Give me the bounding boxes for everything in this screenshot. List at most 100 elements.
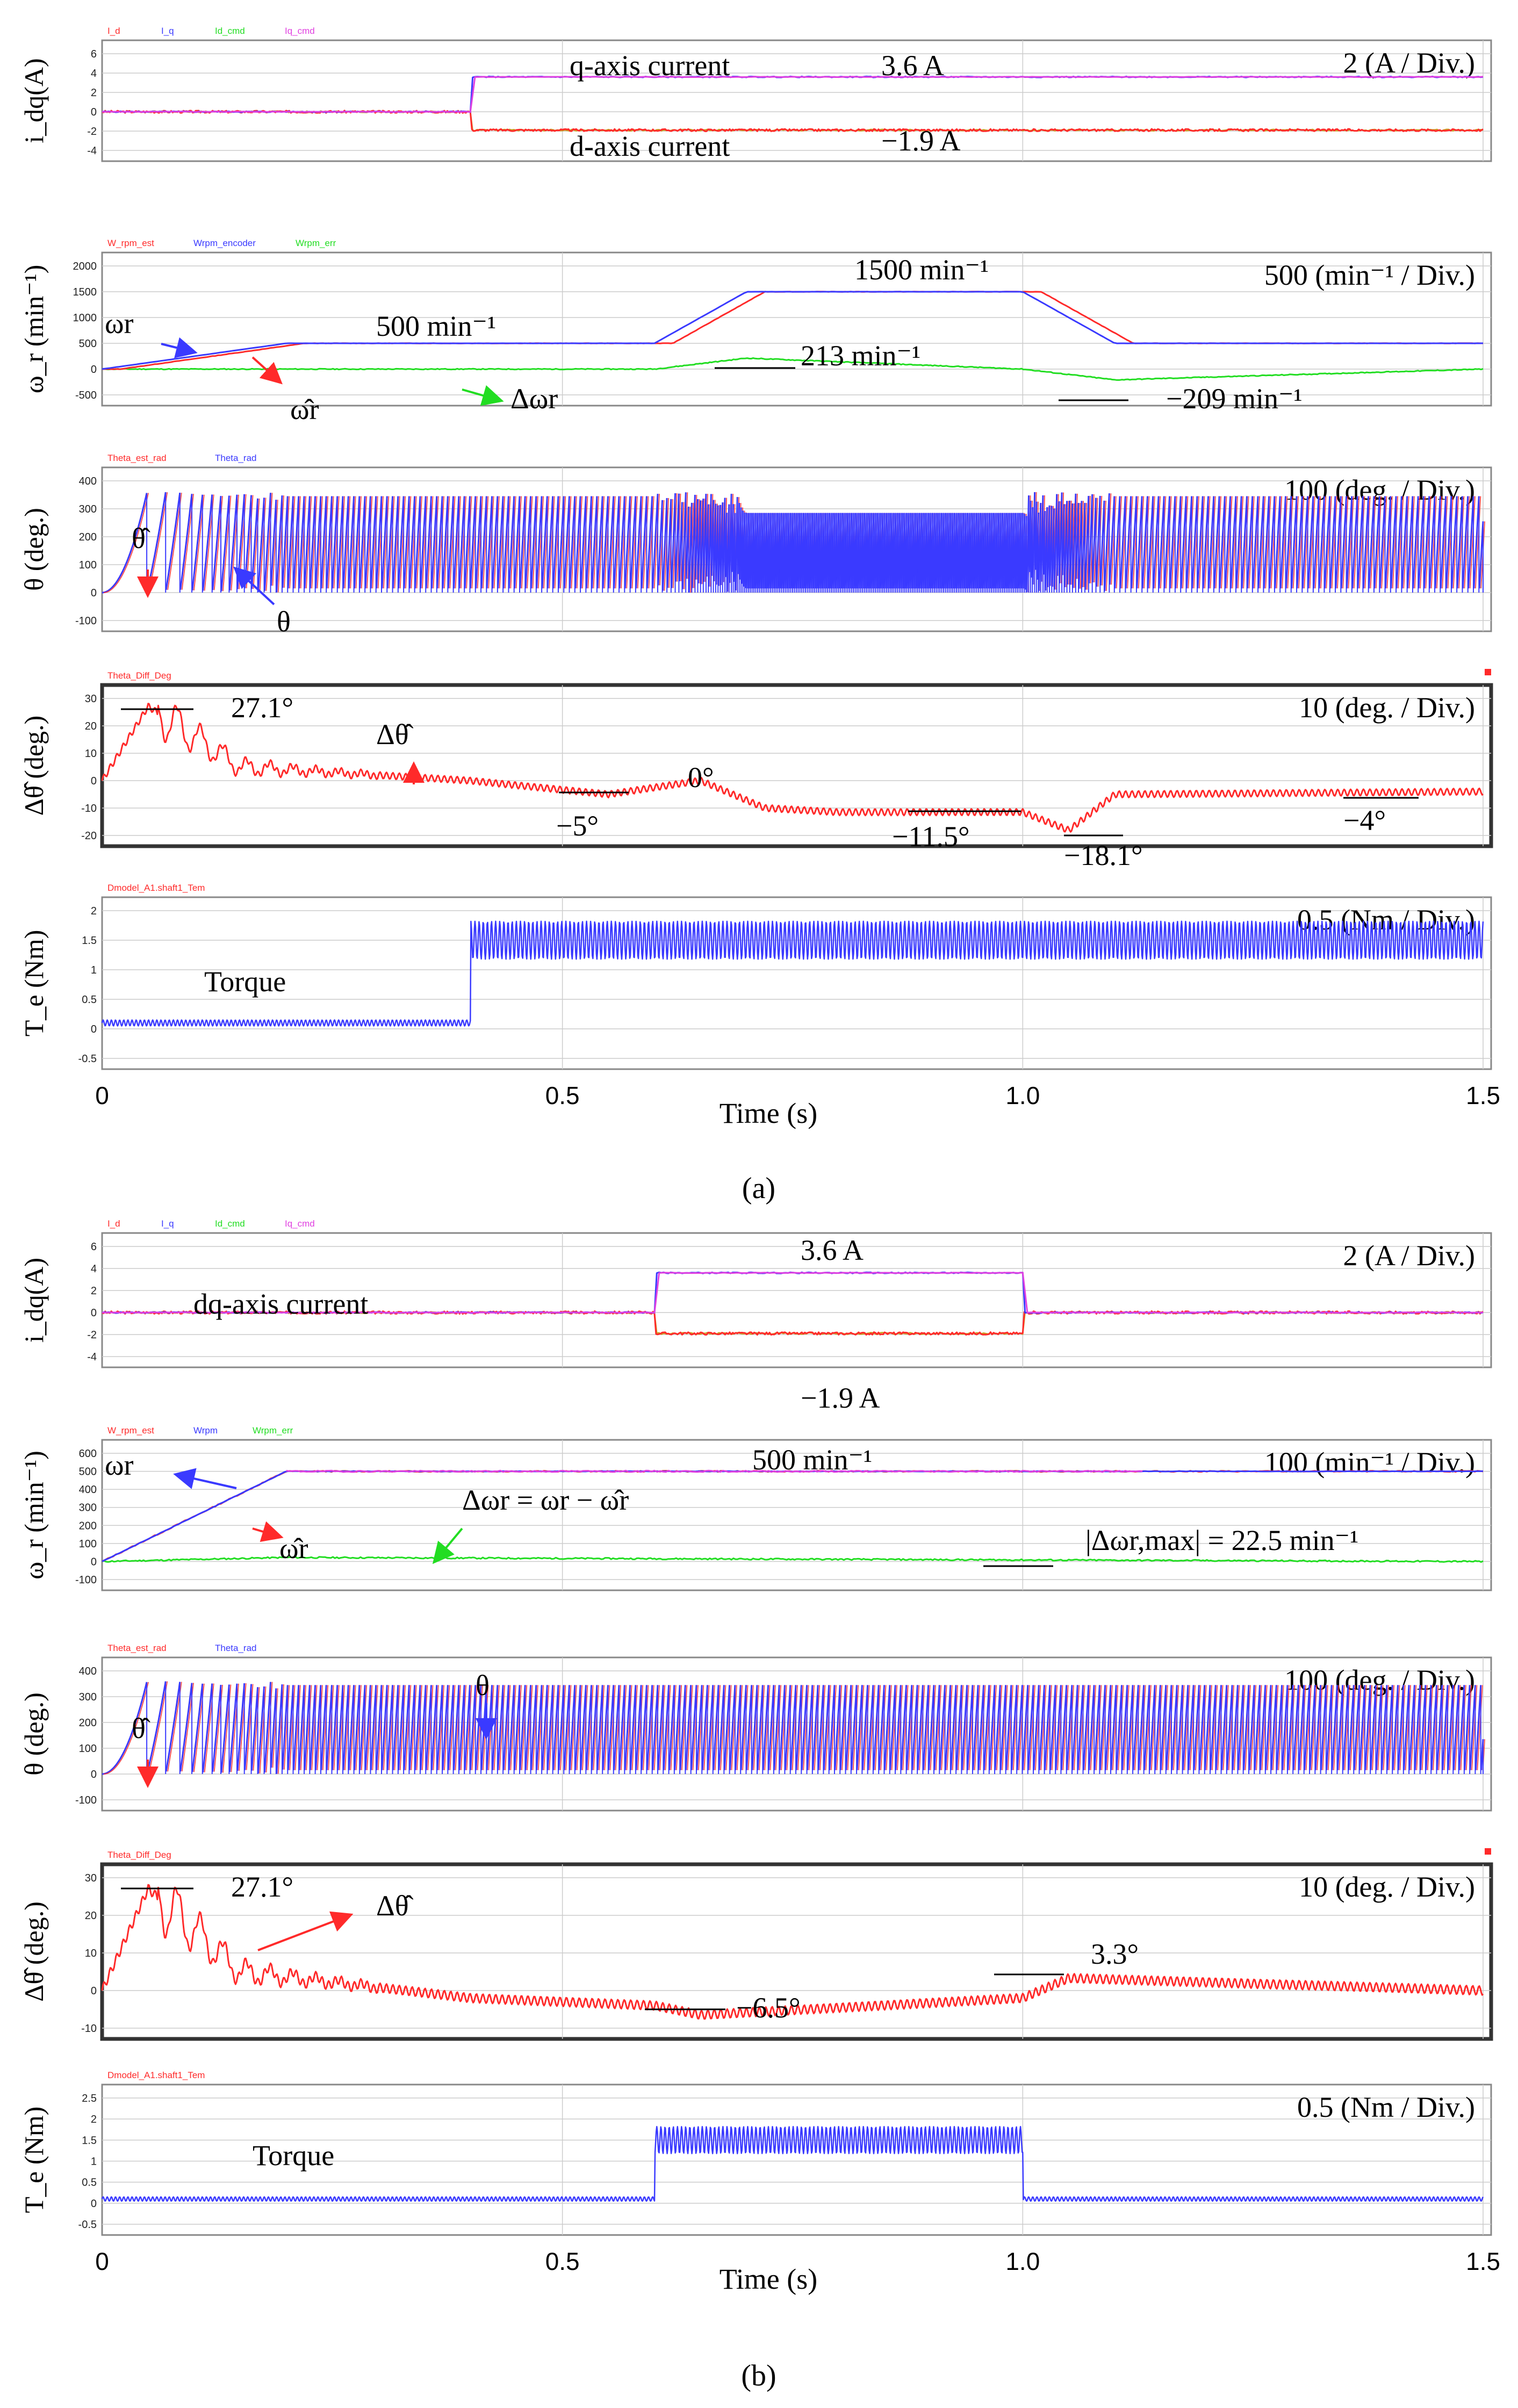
series-theta-est [305, 496, 312, 589]
y-tick-label: 2 [91, 2114, 97, 2125]
series-theta-est [361, 496, 368, 589]
series-theta-est [1311, 1685, 1318, 1770]
series-theta-est [549, 1685, 555, 1770]
series-theta [1027, 1685, 1034, 1770]
series-theta-est [1436, 496, 1443, 589]
series-theta [1160, 1685, 1167, 1770]
series-theta [212, 1684, 222, 1772]
series-theta [1282, 1685, 1289, 1770]
series-theta [191, 1683, 204, 1772]
y-tick-label: -0.5 [78, 2219, 97, 2231]
annotation-3-3: 3.3° [1091, 1938, 1139, 1970]
series-theta [1323, 496, 1331, 589]
series-theta [1447, 1685, 1454, 1770]
series-theta [298, 1685, 305, 1770]
series-theta-est [554, 1685, 560, 1770]
series-theta-est [1118, 1685, 1124, 1770]
series-theta-est [941, 1685, 947, 1770]
y-axis-label: i_dq(A) [19, 58, 49, 143]
series-theta-est [272, 1688, 278, 1768]
legend-entry: W_rpm_est [107, 1425, 154, 1436]
series-theta-est [637, 1685, 644, 1770]
series-theta [220, 495, 230, 592]
series-theta [1169, 496, 1176, 589]
series-theta [1171, 1685, 1178, 1770]
annotation-d-value: −1.9 A [881, 125, 960, 157]
series-theta [1114, 496, 1121, 589]
series-theta [331, 496, 339, 589]
series-theta-est [300, 496, 307, 589]
legend-entry: Theta_Diff_Deg [107, 1850, 171, 1860]
series-theta [558, 1685, 565, 1770]
series-theta-est [1305, 1685, 1312, 1770]
series-theta-est [1106, 1685, 1113, 1770]
series-theta [475, 496, 482, 589]
series-theta [823, 1685, 830, 1770]
series-theta-est [1140, 1685, 1146, 1770]
series-theta-est [1237, 496, 1244, 589]
legend-entry: Wrpm_err [253, 1425, 293, 1436]
y-tick-label: -500 [75, 390, 97, 401]
y-tick-label: 4 [91, 68, 97, 80]
series-theta-est [259, 498, 267, 592]
x-tick-label: 1.5 [1466, 2247, 1500, 2275]
series-theta-est [841, 1685, 848, 1770]
series-theta-est [1101, 1685, 1107, 1770]
series-theta-est [515, 496, 522, 589]
y-tick-label: -0.5 [78, 1053, 97, 1065]
series-theta-est [1062, 1685, 1069, 1770]
y-tick-label: 0 [91, 1769, 97, 1780]
series-theta-est [493, 496, 500, 589]
marker-square [1485, 1848, 1491, 1855]
series-theta-est [902, 1685, 909, 1770]
series-theta [342, 496, 349, 589]
series-theta [1220, 1685, 1228, 1770]
series-theta-est [505, 1685, 511, 1770]
series-theta-est [104, 1682, 149, 1775]
series-theta-est [311, 1685, 318, 1770]
series-theta [580, 1685, 587, 1770]
series-theta [630, 496, 637, 589]
series-theta-est [819, 1685, 826, 1770]
series-theta [1235, 496, 1242, 589]
series-theta [790, 1685, 797, 1770]
series-theta-est [908, 1685, 914, 1770]
y-tick-label: -100 [75, 1794, 97, 1806]
series-theta [624, 1685, 631, 1770]
series-theta [514, 1685, 521, 1770]
annotation-peak: 27.1° [231, 1871, 293, 1903]
series-theta [1462, 496, 1469, 589]
series-theta [1440, 496, 1447, 589]
series-theta [546, 1685, 554, 1770]
series-theta [1412, 496, 1419, 589]
series-theta-est [1309, 496, 1315, 589]
series-theta [917, 1685, 924, 1770]
series-theta [1125, 496, 1132, 589]
series-theta-est [1464, 496, 1470, 589]
series-theta [1257, 496, 1264, 589]
series-theta [944, 1685, 952, 1770]
series-theta-est [576, 1685, 583, 1770]
series-theta [1458, 1685, 1465, 1770]
series-theta [1331, 1685, 1338, 1770]
y-tick-label: 0 [91, 364, 97, 376]
series-theta [679, 1685, 686, 1770]
series-theta [1390, 496, 1397, 589]
series-theta-est [1228, 1685, 1235, 1770]
series-theta-est [433, 1685, 439, 1770]
series-theta-est [1342, 496, 1349, 589]
series-theta-est [769, 1685, 776, 1770]
series-theta [1153, 496, 1160, 589]
series-theta [337, 496, 344, 589]
series-theta [386, 1685, 394, 1770]
series-theta-est [665, 1685, 671, 1770]
series-theta [596, 496, 603, 589]
series-theta [1121, 1685, 1128, 1770]
series-theta-est [1425, 496, 1431, 589]
plot-frame [100, 683, 1493, 848]
series-theta [1237, 1685, 1244, 1770]
series-theta-est [1300, 1685, 1306, 1770]
annotation-q-axis: q-axis current [570, 49, 730, 82]
series-theta-est [880, 1685, 887, 1770]
series-theta [661, 498, 668, 591]
